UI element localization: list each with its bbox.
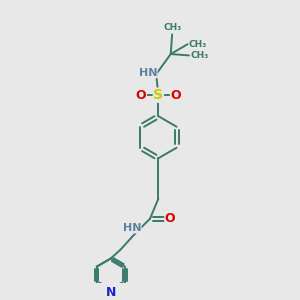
Text: HN: HN [122,223,141,233]
Text: O: O [136,89,146,102]
Text: CH₃: CH₃ [163,23,181,32]
Text: CH₃: CH₃ [189,40,207,49]
Text: CH₃: CH₃ [190,51,208,60]
Text: O: O [170,89,181,102]
Text: S: S [153,88,164,102]
Text: HN: HN [139,68,157,78]
Text: O: O [165,212,175,225]
Text: N: N [106,286,116,299]
